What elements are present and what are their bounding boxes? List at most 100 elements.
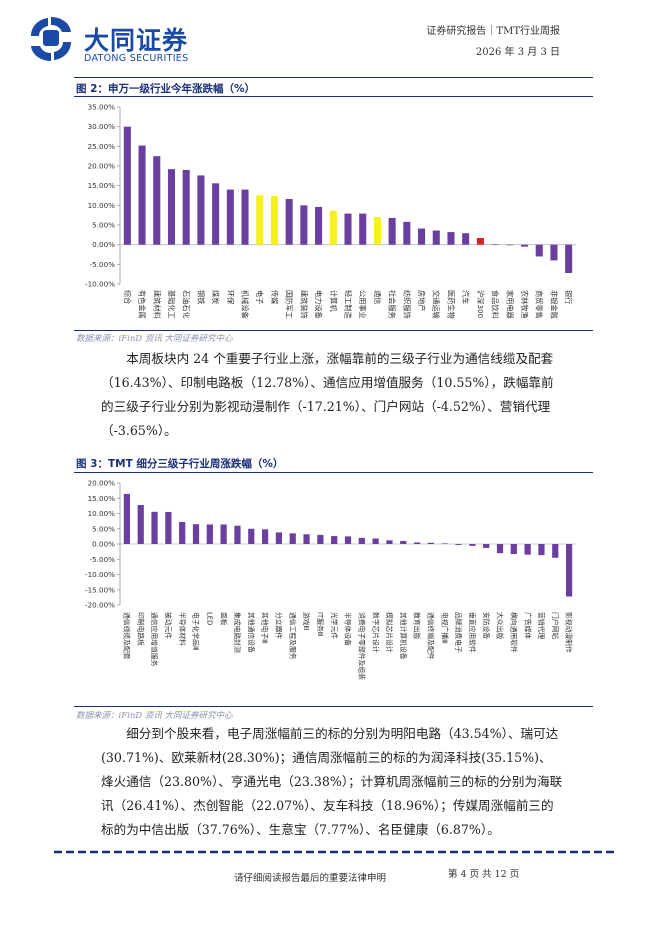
y-tick-label: -5.00% <box>90 555 116 564</box>
chart-bar <box>179 522 186 544</box>
x-category-label: 轻工制造 <box>343 290 352 319</box>
chart-bar <box>372 538 379 544</box>
x-category-label: 煤炭 <box>211 290 220 304</box>
figure2-bottom-rule <box>74 330 593 331</box>
figure3-bottom-rule <box>74 706 593 707</box>
footer-page-info: 第 4 页 共 12 页 <box>448 869 520 880</box>
chart-bar <box>447 232 455 245</box>
report-date: 2026 年 3 月 3 日 <box>475 47 560 58</box>
x-category-label: 横向通用软件 <box>509 612 518 653</box>
x-category-label: 石油石化 <box>182 290 191 319</box>
y-tick-label: 15.00% <box>88 181 116 190</box>
y-tick-label: 0.00% <box>92 540 115 549</box>
paragraph2-text: 细分到个股来看，电子周涨幅前三的标的分别为明阳电路（43.54%）、瑞可达(30… <box>101 726 563 837</box>
x-category-label: 纺织服饰 <box>402 290 411 319</box>
chart-bar <box>241 189 249 245</box>
chart-bar <box>137 505 144 544</box>
y-tick-label: 20.00% <box>88 479 116 488</box>
chart-bar <box>138 145 146 245</box>
figure2-title: 图 2：申万一级行业今年涨跌幅（%） <box>76 83 255 95</box>
chart-bar <box>275 532 283 544</box>
x-category-label: 国防军工 <box>285 290 294 319</box>
y-tick-label: 10.00% <box>88 201 116 210</box>
x-category-label: 半导体材料 <box>178 612 187 646</box>
chart-bar <box>167 169 176 245</box>
chart-bar <box>565 544 573 597</box>
chart-bar <box>329 210 337 245</box>
x-category-label: 家用电器 <box>505 290 514 319</box>
x-category-label: 安防设备 <box>482 612 491 639</box>
chart-bar <box>344 213 352 245</box>
chart-bar <box>388 217 396 245</box>
x-category-label: 模拟芯片设计 <box>385 612 394 653</box>
chart-bar <box>359 213 367 245</box>
x-category-label: 医药生物 <box>446 290 455 319</box>
y-tick-label: -20.00% <box>85 601 115 610</box>
footer-dashed-rule <box>54 850 614 854</box>
x-category-label: 被动元件 <box>164 612 173 639</box>
x-category-label: 印制电路板 <box>136 612 145 646</box>
header-rule <box>74 77 593 78</box>
chart-bar <box>403 221 411 245</box>
chart-bar <box>315 206 323 245</box>
x-category-label: 传媒 <box>270 290 279 304</box>
y-tick-label: 15.00% <box>88 494 116 503</box>
y-tick-label: -10.00% <box>85 570 115 579</box>
chart-bar <box>535 244 543 257</box>
paragraph-industry-summary: 本周板块内 24 个重要子行业上涨，涨幅靠前的三级子行业为通信线缆及配套（16.… <box>101 347 563 443</box>
x-category-label: 建筑装饰 <box>299 290 308 319</box>
x-category-label: 影视动漫制作 <box>565 612 574 653</box>
chart-bar <box>197 175 205 245</box>
x-category-label: 商贸零售 <box>535 290 544 319</box>
chart-bar <box>192 524 200 544</box>
figure3-source: 数据来源：iFinD 资讯 大同证券研究中心 <box>76 711 233 721</box>
x-category-label: 数字芯片设计 <box>371 612 380 653</box>
x-category-label: LED <box>205 612 213 625</box>
chart-bar <box>462 233 470 245</box>
x-category-label: 交通运输 <box>432 290 441 319</box>
x-category-label: 建筑材料 <box>152 290 161 319</box>
chart-bar <box>151 511 158 544</box>
x-category-label: 汽车 <box>461 290 470 304</box>
y-tick-label: 5.00% <box>92 524 115 533</box>
chart-bar <box>331 536 338 544</box>
y-tick-label: 35.00% <box>88 103 116 112</box>
x-category-label: 分立器件 <box>275 612 284 639</box>
x-category-label: 光学元件 <box>330 612 339 639</box>
x-category-label: 有色金属 <box>138 290 147 319</box>
paragraph1-text: 本周板块内 24 个重要子行业上涨，涨幅靠前的三级子行业为通信线缆及配套（16.… <box>101 351 554 438</box>
x-category-label: 通信工程及服务 <box>288 612 297 660</box>
chart-bar <box>386 540 393 544</box>
x-category-label: 食品饮料 <box>491 290 500 319</box>
x-category-label: 通信线缆及配套 <box>123 612 132 660</box>
footer-disclaimer: 请仔细阅读报告最后的重要法律申明 <box>234 873 387 884</box>
chart-bar <box>510 544 517 555</box>
chart-bar <box>344 536 352 544</box>
chart-bar <box>565 244 573 273</box>
chart-bar <box>413 542 421 544</box>
chart-bar <box>418 228 426 245</box>
chart-bar <box>476 237 484 245</box>
chart-bar <box>496 544 504 554</box>
chart-bar <box>506 244 514 246</box>
x-category-label: 门户网站 <box>551 612 560 639</box>
x-category-label: 游戏Ⅲ <box>302 612 311 631</box>
chart-bar <box>538 544 545 556</box>
paragraph-stock-summary: 细分到个股来看，电子周涨幅前三的标的分别为明阳电路（43.54%）、瑞可达(30… <box>101 722 563 842</box>
y-tick-label: -5.00% <box>90 260 116 269</box>
y-tick-label: 25.00% <box>88 142 116 151</box>
chart-bar <box>123 126 131 245</box>
x-category-label: 广告媒体 <box>523 612 532 639</box>
figure2-source: 数据来源：iFinD 资讯 大同证券研究中心 <box>76 334 233 344</box>
x-category-label: 农林牧渔 <box>520 290 529 319</box>
x-category-label: 通信 <box>373 290 382 304</box>
chart-bar <box>358 537 365 544</box>
x-category-label: 沪深300 <box>476 290 485 319</box>
x-category-label: 电子化学品Ⅲ <box>192 612 201 651</box>
x-category-label: 消费电子零部件及组装 <box>357 612 366 680</box>
x-category-label: IT服务Ⅲ <box>316 612 325 637</box>
chart-bar <box>441 543 448 544</box>
x-category-label: 电视广播Ⅲ <box>440 612 449 644</box>
x-category-label: 面板 <box>219 612 228 626</box>
y-tick-label: -10.00% <box>85 280 115 289</box>
